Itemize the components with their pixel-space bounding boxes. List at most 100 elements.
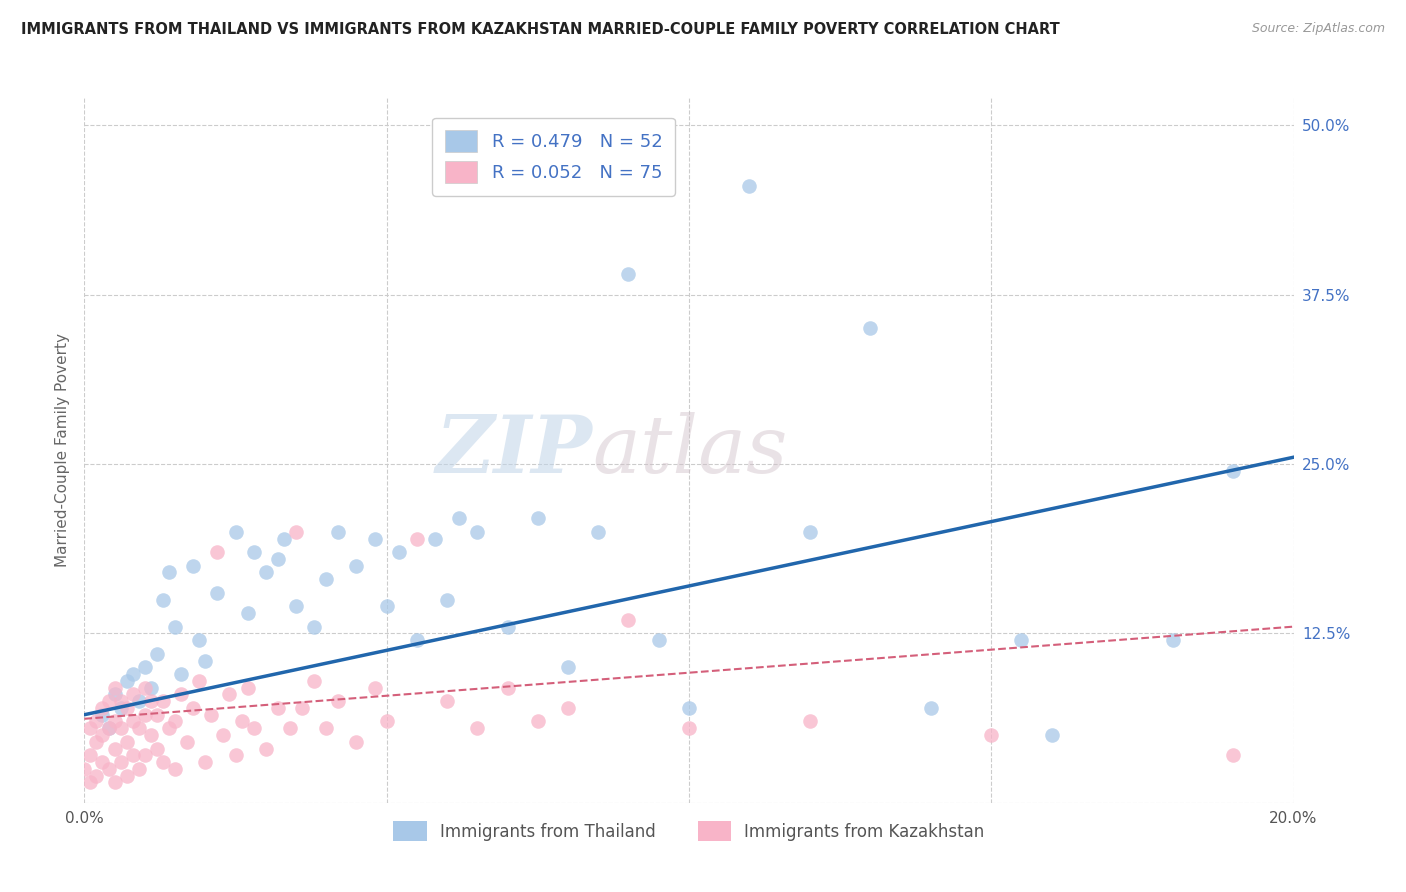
Point xyxy=(363,681,385,695)
Point xyxy=(157,721,180,735)
Point xyxy=(79,748,101,763)
Point xyxy=(557,701,579,715)
Point xyxy=(97,721,120,735)
Point xyxy=(97,721,120,735)
Point xyxy=(170,687,193,701)
Point xyxy=(110,721,132,735)
Point xyxy=(152,755,174,769)
Point xyxy=(799,714,821,729)
Point xyxy=(134,748,156,763)
Point xyxy=(104,681,127,695)
Point xyxy=(104,775,127,789)
Point xyxy=(254,741,277,756)
Point xyxy=(115,769,138,783)
Point xyxy=(104,687,127,701)
Point xyxy=(97,694,120,708)
Point xyxy=(267,701,290,715)
Point xyxy=(236,606,259,620)
Point xyxy=(375,599,398,614)
Point xyxy=(436,592,458,607)
Point xyxy=(121,714,143,729)
Point xyxy=(648,633,671,648)
Text: IMMIGRANTS FROM THAILAND VS IMMIGRANTS FROM KAZAKHSTAN MARRIED-COUPLE FAMILY POV: IMMIGRANTS FROM THAILAND VS IMMIGRANTS F… xyxy=(21,22,1060,37)
Point xyxy=(467,524,489,539)
Point xyxy=(375,714,398,729)
Point xyxy=(181,701,204,715)
Point xyxy=(91,701,114,715)
Point xyxy=(236,681,259,695)
Point xyxy=(527,714,550,729)
Point xyxy=(104,741,127,756)
Point xyxy=(134,660,156,674)
Point xyxy=(678,701,700,715)
Point xyxy=(91,707,114,722)
Point xyxy=(1222,748,1244,763)
Point xyxy=(291,701,314,715)
Point xyxy=(406,532,429,546)
Point xyxy=(406,633,429,648)
Point xyxy=(73,762,96,776)
Point xyxy=(328,524,350,539)
Point xyxy=(346,558,368,573)
Point xyxy=(79,775,101,789)
Point xyxy=(146,741,169,756)
Point xyxy=(115,701,138,715)
Point xyxy=(617,613,640,627)
Text: atlas: atlas xyxy=(592,412,787,489)
Point xyxy=(242,545,264,559)
Legend: Immigrants from Thailand, Immigrants from Kazakhstan: Immigrants from Thailand, Immigrants fro… xyxy=(387,814,991,847)
Point xyxy=(121,687,143,701)
Point xyxy=(115,673,138,688)
Point xyxy=(302,673,325,688)
Point xyxy=(285,524,308,539)
Point xyxy=(194,755,217,769)
Point xyxy=(436,694,458,708)
Point xyxy=(139,681,162,695)
Point xyxy=(115,735,138,749)
Point xyxy=(194,653,217,667)
Point xyxy=(980,728,1002,742)
Point xyxy=(165,762,187,776)
Point xyxy=(110,694,132,708)
Point xyxy=(170,667,193,681)
Point xyxy=(86,714,108,729)
Point xyxy=(86,769,108,783)
Point xyxy=(181,558,204,573)
Point xyxy=(315,721,337,735)
Point xyxy=(165,619,187,633)
Point xyxy=(207,545,229,559)
Point xyxy=(328,694,350,708)
Point xyxy=(496,619,519,633)
Point xyxy=(467,721,489,735)
Point xyxy=(231,714,253,729)
Point xyxy=(110,701,132,715)
Point xyxy=(225,748,247,763)
Point xyxy=(1222,464,1244,478)
Point xyxy=(617,268,640,282)
Point xyxy=(388,545,411,559)
Point xyxy=(302,619,325,633)
Point xyxy=(738,179,761,194)
Point xyxy=(188,633,211,648)
Point xyxy=(134,707,156,722)
Point xyxy=(86,735,108,749)
Point xyxy=(346,735,368,749)
Point xyxy=(146,707,169,722)
Point xyxy=(242,721,264,735)
Point xyxy=(207,586,229,600)
Point xyxy=(139,694,162,708)
Point xyxy=(152,592,174,607)
Text: ZIP: ZIP xyxy=(436,412,592,489)
Point xyxy=(139,728,162,742)
Point xyxy=(157,566,180,580)
Point xyxy=(423,532,446,546)
Point xyxy=(920,701,942,715)
Point xyxy=(273,532,295,546)
Point xyxy=(799,524,821,539)
Point xyxy=(110,755,132,769)
Point xyxy=(152,694,174,708)
Point xyxy=(128,694,150,708)
Point xyxy=(121,748,143,763)
Point xyxy=(496,681,519,695)
Point xyxy=(449,511,471,525)
